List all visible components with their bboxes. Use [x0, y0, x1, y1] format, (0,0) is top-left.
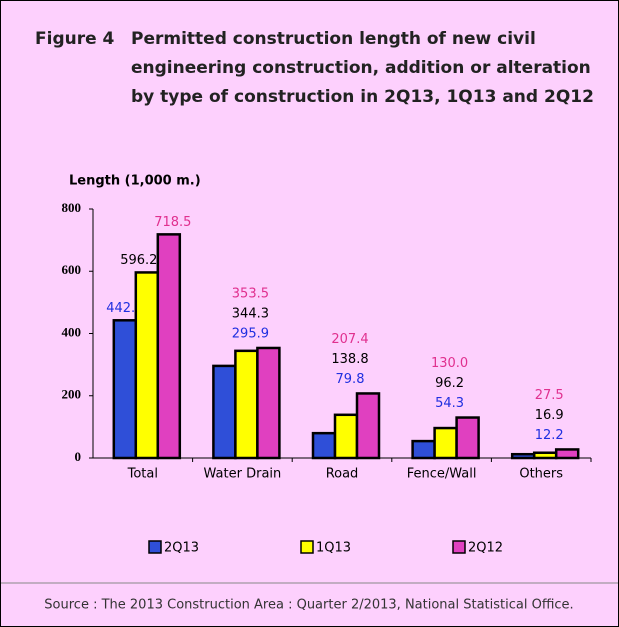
data-label: 130.0	[431, 356, 468, 371]
bar	[510, 452, 536, 460]
bar	[532, 451, 558, 460]
data-label: 96.2	[435, 376, 464, 391]
bar	[455, 416, 480, 460]
data-label: 27.5	[535, 388, 564, 403]
data-label: 207.4	[331, 332, 368, 347]
legend-swatch	[452, 540, 466, 554]
data-label: 16.9	[535, 408, 564, 423]
chart-title: Permitted construction length of new civ…	[131, 29, 594, 107]
data-label: 79.8	[336, 372, 365, 387]
y-axis-label: Length (1,000 m.)	[69, 174, 201, 189]
legend-label: 2Q13	[164, 541, 199, 556]
source-note: Source : The 2013 Construction Area : Qu…	[44, 598, 573, 613]
legend-label: 2Q12	[468, 541, 503, 556]
x-tick-label: Water Drain	[204, 467, 282, 482]
bar	[212, 364, 237, 460]
data-label: 353.5	[232, 286, 269, 301]
bar	[311, 431, 337, 460]
data-label: 12.2	[535, 428, 564, 443]
bar	[134, 271, 160, 460]
bar	[156, 233, 182, 460]
data-label: 138.8	[331, 352, 368, 367]
x-tick-label: Fence/Wall	[407, 467, 477, 482]
y-tick-label: 0	[75, 449, 82, 464]
data-label: 718.5	[154, 215, 191, 230]
x-tick-label: Road	[326, 467, 359, 482]
x-tick-label: Total	[127, 467, 158, 482]
x-tick-label: Others	[519, 467, 563, 482]
bar	[256, 346, 281, 460]
data-label: 54.3	[435, 396, 464, 411]
y-tick-label: 600	[62, 262, 82, 277]
data-label: 295.9	[232, 326, 269, 341]
bar	[411, 439, 436, 460]
y-tick-label: 200	[62, 387, 82, 402]
data-label: 442.4	[106, 301, 143, 316]
bar	[554, 448, 580, 460]
bar	[333, 413, 359, 460]
figure-label: Figure 4	[35, 29, 115, 49]
bar	[234, 349, 259, 460]
legend-label: 1Q13	[316, 541, 351, 556]
data-label: 344.3	[232, 306, 269, 321]
data-label: 596.2	[120, 253, 157, 268]
bar	[112, 319, 138, 460]
title-block: Figure 4 Permitted construction length o…	[35, 25, 595, 112]
legend-swatch	[148, 540, 162, 554]
bar	[355, 392, 381, 460]
y-tick-label: 400	[62, 324, 82, 339]
bar	[433, 426, 458, 460]
y-tick-label: 800	[62, 200, 82, 215]
legend-swatch	[300, 540, 314, 554]
